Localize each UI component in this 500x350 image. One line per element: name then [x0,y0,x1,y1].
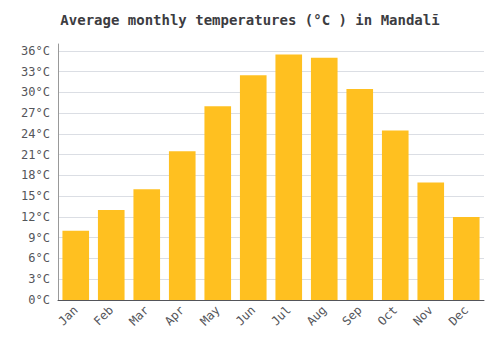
svg-text:3°C: 3°C [28,272,50,286]
svg-text:33°C: 33°C [21,65,50,79]
svg-text:36°C: 36°C [21,44,50,58]
svg-text:Sep: Sep [339,303,364,328]
svg-text:Mar: Mar [126,303,151,328]
svg-text:12°C: 12°C [21,210,50,224]
svg-text:0°C: 0°C [28,293,50,307]
svg-text:15°C: 15°C [21,189,50,203]
svg-text:Oct: Oct [375,303,400,328]
svg-text:Nov: Nov [410,303,435,328]
svg-text:Apr: Apr [162,303,187,328]
svg-text:Jan: Jan [55,303,80,328]
svg-text:Jun: Jun [233,303,258,328]
svg-text:Feb: Feb [91,303,116,328]
svg-text:Aug: Aug [304,303,329,328]
svg-text:21°C: 21°C [21,148,50,162]
svg-text:Dec: Dec [446,303,471,328]
svg-text:Average monthly temperatures (: Average monthly temperatures (°C ) in Ma… [60,12,439,28]
svg-text:6°C: 6°C [28,251,50,265]
svg-text:May: May [197,303,222,328]
svg-text:Jul: Jul [268,303,293,328]
svg-text:24°C: 24°C [21,127,50,141]
svg-text:30°C: 30°C [21,85,50,99]
svg-text:27°C: 27°C [21,106,50,120]
svg-text:18°C: 18°C [21,168,50,182]
svg-text:9°C: 9°C [28,231,50,245]
